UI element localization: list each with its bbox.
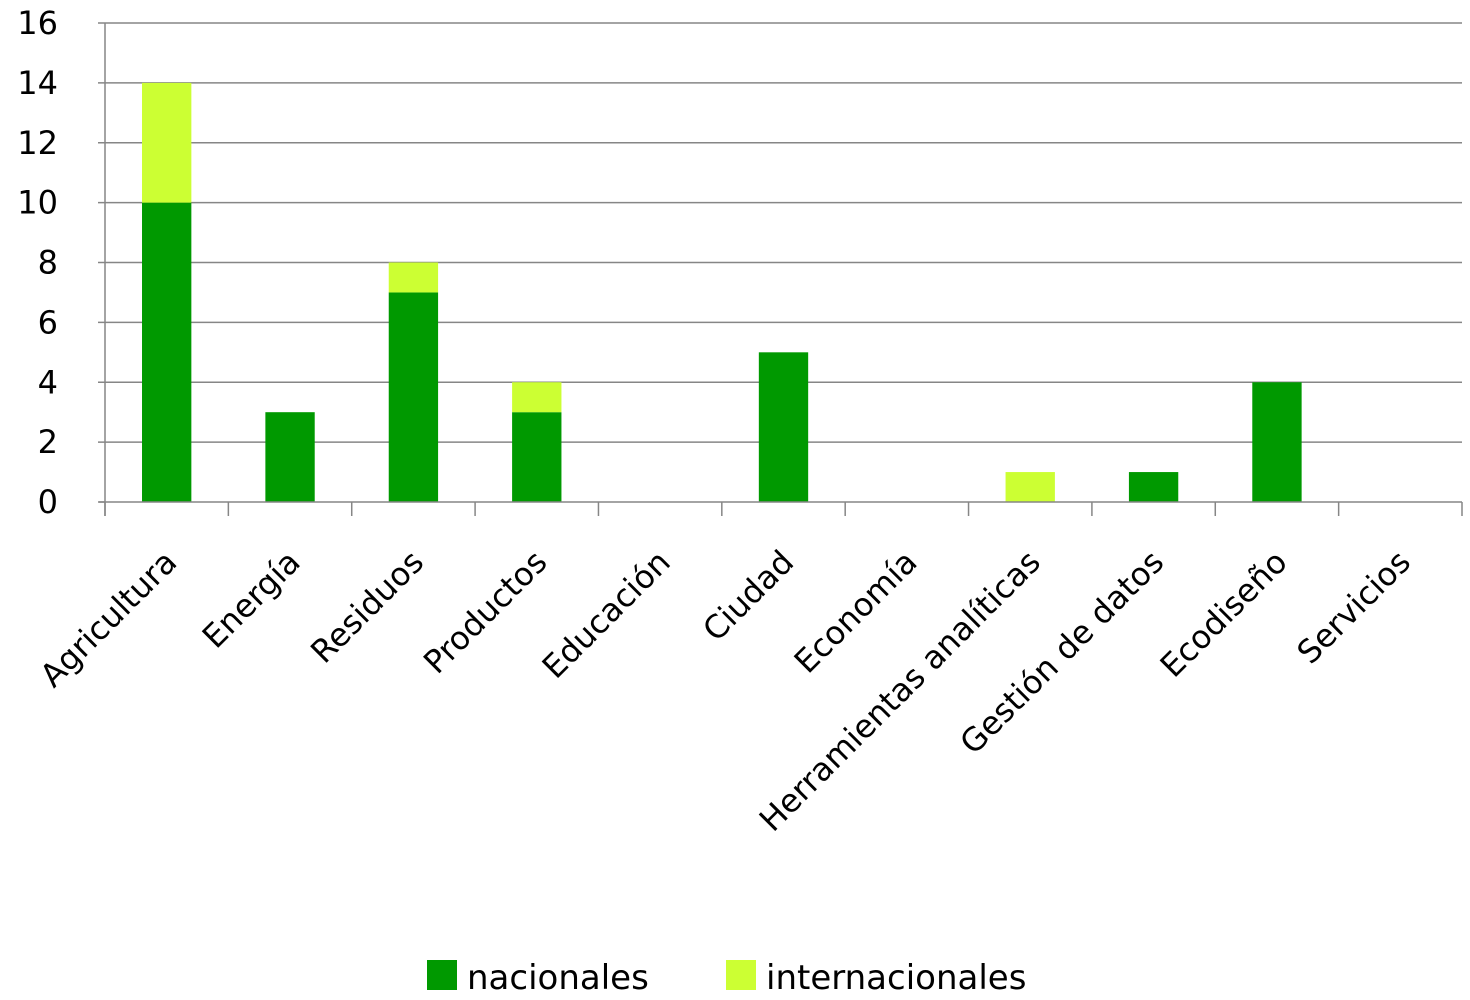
legend: nacionales internacionales: [427, 958, 1026, 998]
x-tick-labels: Agricultura EnergíaResiduosProductosEduca…: [33, 543, 1418, 839]
bars: [142, 82, 1302, 502]
axes: [98, 22, 1463, 516]
y-tick-label: 6: [38, 303, 58, 341]
x-tick-label: Ciudad: [695, 543, 801, 649]
y-tick-label: 0: [38, 483, 58, 521]
y-tick-label: 16: [17, 4, 58, 42]
y-tick-label: 14: [17, 64, 58, 102]
bar-internacionales-3: [512, 382, 562, 413]
x-tick-label: Energía: [195, 543, 308, 656]
y-tick-label: 8: [38, 244, 58, 282]
bar-internacionales-7: [1005, 472, 1055, 502]
y-tick-label: 12: [17, 124, 58, 162]
gridlines: [105, 22, 1462, 443]
x-tick-label: Residuos: [303, 543, 431, 671]
y-tick-label: 10: [17, 184, 58, 222]
bar-nacionales-5: [758, 352, 809, 502]
bar-internacionales-0: [142, 82, 192, 203]
legend-swatch-nacionales: [427, 960, 457, 990]
x-tick-label: Agricultura: [33, 543, 185, 695]
bar-nacionales-9: [1252, 382, 1302, 502]
legend-label-internacionales: internacionales: [766, 958, 1026, 998]
y-tick-labels: 0 2 4 6 8 10 12 14 16: [17, 4, 58, 521]
legend-label-nacionales: nacionales: [467, 958, 649, 998]
bar-nacionales-8: [1128, 472, 1179, 502]
x-tick-label: Productos: [416, 543, 554, 681]
bar-nacionales-0: [142, 202, 192, 502]
x-tick-label: Gestión de datos: [952, 543, 1171, 762]
x-tick-label: Educación: [535, 543, 678, 686]
y-tick-label: 4: [38, 363, 58, 401]
bar-nacionales-1: [265, 412, 315, 502]
legend-swatch-internacionales: [726, 960, 756, 990]
x-tick-label: Servicios: [1289, 543, 1417, 671]
x-tick-label: Ecodiseño: [1153, 543, 1295, 685]
bar-internacionales-2: [388, 262, 439, 293]
bar-nacionales-3: [512, 412, 562, 502]
y-tick-label: 2: [38, 423, 58, 461]
bar-nacionales-2: [388, 292, 439, 502]
